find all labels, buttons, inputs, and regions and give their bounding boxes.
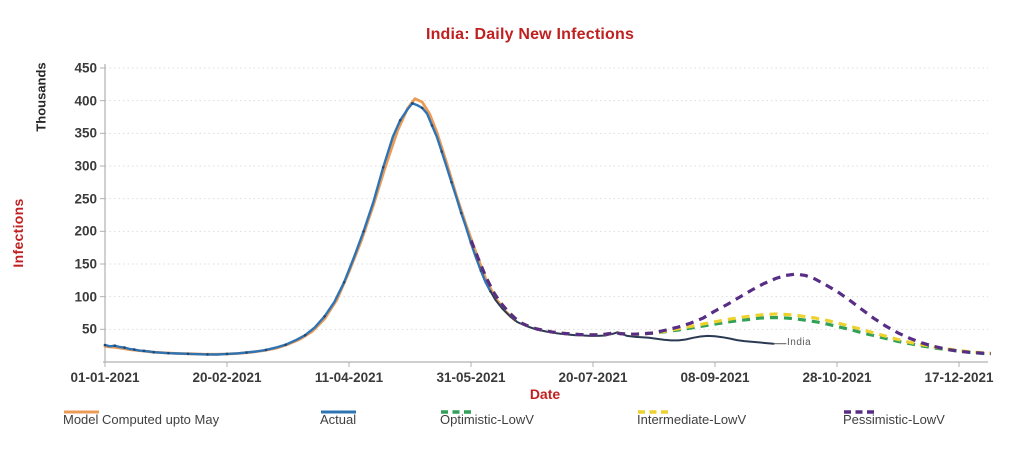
data-point-marker — [411, 102, 414, 105]
x-tick-label: 01-01-2021 — [70, 370, 140, 385]
data-point-marker — [381, 166, 385, 169]
data-point-marker — [398, 119, 402, 122]
x-tick-label: 20-07-2021 — [558, 370, 628, 385]
data-point-marker — [440, 150, 444, 153]
chart-title: India: Daily New Infections — [425, 26, 635, 43]
legend-item: Intermediate-LowV — [637, 408, 746, 430]
data-point-marker — [450, 181, 453, 184]
data-point-marker — [245, 351, 248, 354]
data-point-marker — [430, 124, 434, 127]
x-tick-label: 28-10-2021 — [802, 370, 872, 385]
y-tick-label: 450 — [74, 60, 97, 76]
x-tick-label: 11-04-2021 — [314, 370, 384, 385]
data-point-marker — [225, 352, 229, 356]
x-tick-label: 31-05-2021 — [436, 370, 506, 385]
series-line-actual — [103, 102, 492, 356]
legend-label: Intermediate-LowV — [637, 411, 747, 427]
y-tick-label: 350 — [74, 125, 97, 141]
series-line-pessimistic-lowv — [469, 239, 991, 356]
legend-swatch-dashed-line — [638, 410, 668, 414]
x-tick-label: 08-09-2021 — [680, 370, 750, 385]
legend-label: Pessimistic-LowV — [843, 411, 945, 427]
data-point-marker — [206, 353, 209, 356]
legend: Model Computed upto May Actual Optimistic-… — [0, 408, 1024, 438]
data-point-marker — [264, 348, 268, 352]
legend-swatch-dashed-line — [844, 410, 874, 414]
x-tick-label: 20-02-2021 — [192, 370, 262, 385]
y-tick-label: 400 — [74, 93, 97, 109]
series-line-model-computed-upto-may — [103, 97, 517, 356]
series-line-optimistic-lowv — [469, 239, 991, 356]
data-point-marker — [303, 333, 307, 337]
y-tick-label: 50 — [81, 321, 97, 337]
data-point-marker — [133, 348, 136, 351]
legend-item: Model Computed upto May — [63, 408, 219, 430]
series-annotation-india: India — [787, 337, 812, 348]
y-tick-label: 150 — [74, 256, 97, 272]
legend-label: Optimistic-LowV — [440, 411, 534, 427]
legend-item: Pessimistic-LowV — [843, 408, 945, 430]
legend-label: Model Computed upto May — [63, 411, 220, 427]
y-tick-label: 300 — [74, 158, 97, 174]
legend-swatch-solid-line — [321, 410, 356, 414]
x-tick-label: 17-12-2021 — [924, 370, 994, 385]
data-point-marker — [342, 281, 346, 284]
data-point-marker — [459, 211, 463, 215]
data-point-marker — [103, 343, 107, 347]
legend-label: Actual — [320, 411, 357, 427]
data-point-marker — [142, 349, 146, 353]
data-point-marker — [323, 315, 326, 318]
legend-swatch-solid-line — [64, 410, 99, 414]
legend-item: Actual — [320, 408, 356, 430]
legend-swatch-dashed-line — [441, 410, 471, 414]
y-tick-label: 250 — [74, 191, 97, 207]
y-axis-label: Infections — [10, 198, 26, 268]
data-point-marker — [186, 352, 190, 356]
data-point-marker — [167, 351, 170, 355]
legend-item: Optimistic-LowV — [440, 408, 534, 430]
data-point-marker — [362, 230, 365, 233]
y-axis-units-label: Thousands — [33, 62, 49, 132]
data-point-marker — [152, 350, 156, 354]
data-point-marker — [113, 344, 117, 348]
x-axis-label: Date — [529, 386, 561, 402]
y-tick-label: 100 — [74, 289, 97, 305]
data-point-marker — [420, 106, 424, 110]
data-point-marker — [123, 346, 126, 349]
y-tick-label: 200 — [74, 223, 97, 239]
data-point-marker — [284, 343, 287, 347]
